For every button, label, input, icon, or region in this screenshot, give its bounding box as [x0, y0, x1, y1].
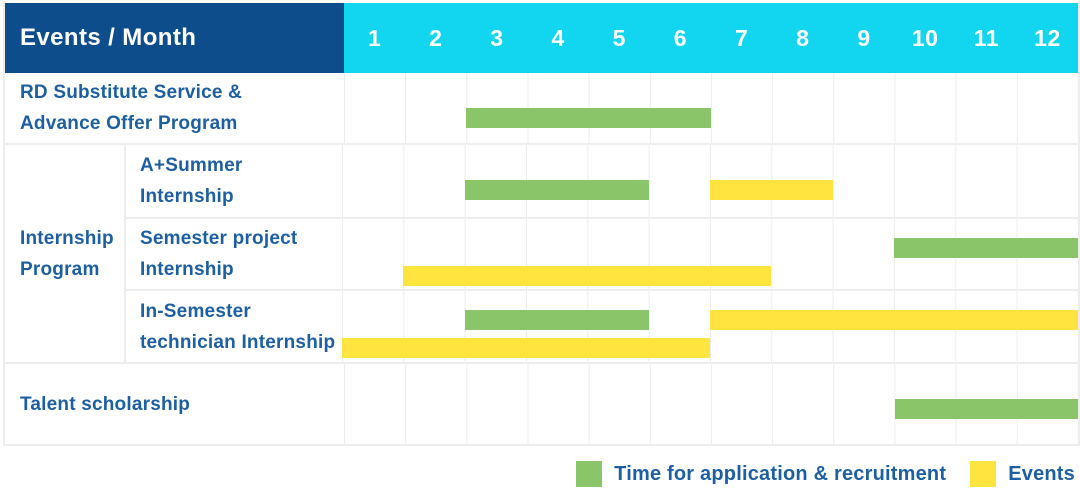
month-header-cell: 11 [973, 24, 999, 51]
row-label-line: technician Internship [140, 331, 336, 353]
row-label-rd-substitute: RD Substitute Service & Advance Offer Pr… [5, 73, 344, 143]
gantt-table: Events / Month 1 2 3 4 5 6 7 8 9 10 11 1… [3, 3, 1080, 446]
legend-label-events: Events [1008, 462, 1075, 485]
row-label-a-summer-internship: A+Summer Internship [126, 145, 342, 217]
month-header-cell: 3 [490, 24, 504, 51]
table-row: A+Summer Internship [126, 145, 1078, 217]
table-row: Talent scholarship [5, 362, 1078, 444]
chart-cell [342, 219, 1078, 289]
row-label-line: In-Semester [140, 300, 251, 322]
events-month-header: Events / Month [5, 3, 344, 73]
group-label-internship-program: Internship Program [5, 145, 126, 362]
month-header-cell: 8 [796, 24, 810, 51]
event-bar [403, 266, 772, 286]
row-label-talent-scholarship: Talent scholarship [5, 364, 344, 444]
table-header-row: Events / Month 1 2 3 4 5 6 7 8 9 10 11 1… [5, 3, 1078, 73]
application-bar [894, 238, 1078, 258]
row-label-semester-project-internship: Semester project Internship [126, 219, 342, 289]
event-bar [710, 180, 833, 200]
chart-cell [342, 145, 1078, 217]
table-row: Semester project Internship [126, 217, 1078, 289]
event-bar [710, 310, 1078, 330]
application-bar [894, 399, 1078, 419]
month-header-strip: 1 2 3 4 5 6 7 8 9 10 11 12 [344, 3, 1078, 73]
application-bar [466, 108, 711, 128]
events-swatch [970, 461, 997, 487]
row-label-line: Internship [140, 259, 234, 280]
application-bar [464, 310, 649, 330]
month-header-cell: 4 [551, 24, 565, 51]
month-header-cell: 2 [429, 24, 443, 51]
group-label-line: Program [20, 258, 100, 280]
month-header-cell: 9 [857, 24, 871, 51]
row-label-line: RD Substitute Service & [20, 82, 243, 103]
legend: Time for application & recruitment Event… [576, 459, 1075, 489]
row-label-line: A+Summer [140, 155, 243, 176]
application-bar [464, 180, 649, 200]
row-label-line: Internship [140, 186, 234, 207]
row-label-line: Advance Offer Program [20, 113, 238, 134]
table-row: RD Substitute Service & Advance Offer Pr… [5, 73, 1078, 143]
chart-cell [344, 364, 1078, 444]
event-bar [342, 338, 710, 358]
month-header-cell: 10 [911, 24, 939, 51]
legend-label-application: Time for application & recruitment [614, 462, 947, 485]
group-label-line: Internship [20, 227, 114, 249]
chart-cell [342, 291, 1078, 362]
row-label-line: Semester project [140, 228, 298, 249]
row-label-line: Talent scholarship [20, 393, 191, 415]
table-row: In-Semester technician Internship [126, 289, 1078, 362]
row-label-in-semester-technician-internship: In-Semester technician Internship [126, 291, 342, 362]
month-header-cell: 12 [1034, 24, 1061, 51]
month-header-cell: 1 [367, 24, 382, 51]
internship-program-group: Internship Program A+Summer Internship S… [5, 143, 1078, 362]
application-swatch [576, 461, 603, 487]
month-header-cell: 5 [612, 24, 626, 51]
month-header-cell: 6 [673, 24, 688, 51]
month-header-cell: 7 [734, 24, 749, 51]
chart-cell [344, 73, 1078, 143]
